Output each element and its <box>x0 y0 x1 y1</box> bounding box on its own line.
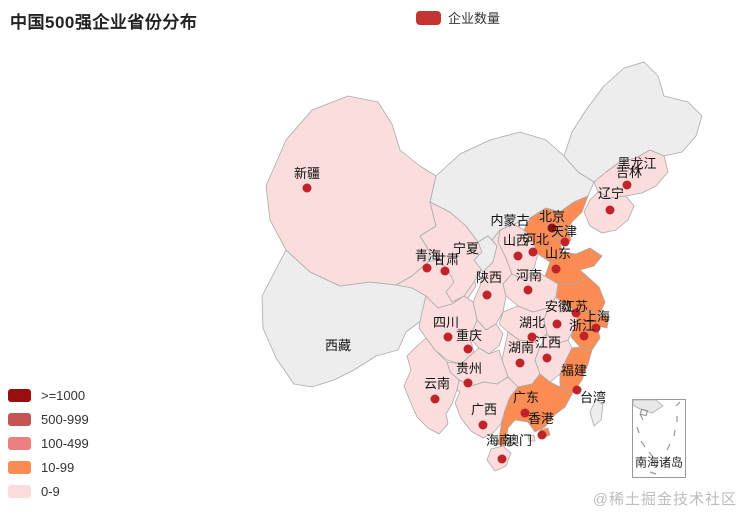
visual-map-legend: >=1000 500-999 100-499 10-99 0-9 <box>8 387 89 507</box>
province-marker-jiangxi[interactable] <box>542 353 552 363</box>
region-hubei[interactable] <box>498 305 549 343</box>
region-guangdong[interactable] <box>497 373 573 447</box>
inset-dash-line <box>636 401 681 475</box>
province-marker-hebei[interactable] <box>528 247 538 257</box>
province-marker-guangdong[interactable] <box>520 408 530 418</box>
province-marker-shanxi[interactable] <box>513 251 523 261</box>
province-marker-shanghai[interactable] <box>591 323 601 333</box>
province-marker-yunnan[interactable] <box>430 394 440 404</box>
province-marker-sichuan[interactable] <box>443 332 453 342</box>
province-marker-guangxi[interactable] <box>478 420 488 430</box>
visual-map-piece[interactable]: 100-499 <box>8 435 89 452</box>
province-marker-hubei[interactable] <box>527 332 537 342</box>
series-legend-swatch <box>416 10 441 25</box>
province-marker-hongkong[interactable] <box>537 430 547 440</box>
visual-map-label: 500-999 <box>41 412 89 427</box>
province-marker-xinjiang[interactable] <box>302 183 312 193</box>
province-marker-shandong[interactable] <box>551 264 561 274</box>
series-legend[interactable]: 企业数量 <box>416 8 500 27</box>
visual-map-label: 100-499 <box>41 436 89 451</box>
visual-map-label: 0-9 <box>41 484 60 499</box>
province-marker-jiangsu[interactable] <box>571 308 581 318</box>
region-taiwan[interactable] <box>589 398 604 427</box>
province-marker-jilin[interactable] <box>622 180 632 190</box>
province-marker-fujian[interactable] <box>572 385 582 395</box>
visual-map-piece[interactable]: 0-9 <box>8 483 89 500</box>
region-guangxi[interactable] <box>454 376 519 439</box>
inset-label: 南海诸岛 <box>634 455 684 470</box>
province-marker-guizhou[interactable] <box>463 378 473 388</box>
visual-map-label: 10-99 <box>41 460 75 475</box>
visual-map-swatch <box>8 485 31 498</box>
page-title: 中国500强企业省份分布 <box>10 13 198 32</box>
province-marker-hunan[interactable] <box>515 358 525 368</box>
watermark: @稀土掘金技术社区 <box>592 491 737 508</box>
region-aomen[interactable] <box>527 434 536 442</box>
visual-map-piece[interactable]: 10-99 <box>8 459 89 476</box>
region-yunnan[interactable] <box>403 337 460 435</box>
south-china-sea-inset <box>632 399 686 478</box>
province-marker-shaanxi[interactable] <box>482 290 492 300</box>
province-marker-hainan[interactable] <box>497 454 507 464</box>
province-marker-zhejiang[interactable] <box>579 331 589 341</box>
province-marker-henan[interactable] <box>523 285 533 295</box>
visual-map-swatch <box>8 389 31 402</box>
province-marker-qinghai[interactable] <box>422 263 432 273</box>
region-zhejiang[interactable] <box>570 309 601 351</box>
province-marker-tianjin[interactable] <box>560 237 570 247</box>
visual-map-piece[interactable]: 500-999 <box>8 411 89 428</box>
province-marker-anhui[interactable] <box>552 319 562 329</box>
visual-map-label: >=1000 <box>41 388 86 403</box>
province-marker-chongqing[interactable] <box>463 344 473 354</box>
series-legend-label: 企业数量 <box>448 11 501 26</box>
province-marker-beijing[interactable] <box>547 223 557 233</box>
inset-coastline <box>632 399 664 414</box>
visual-map-swatch <box>8 461 31 474</box>
visual-map-piece[interactable]: >=1000 <box>8 387 89 404</box>
province-marker-gansu[interactable] <box>440 266 450 276</box>
province-marker-liaoning[interactable] <box>605 205 615 215</box>
visual-map-swatch <box>8 413 31 426</box>
region-chongqing[interactable] <box>469 319 504 355</box>
visual-map-swatch <box>8 437 31 450</box>
